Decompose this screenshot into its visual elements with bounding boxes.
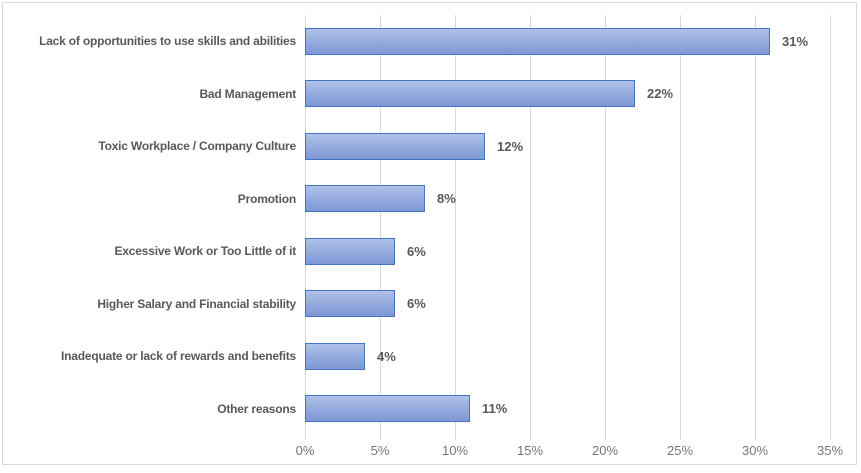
gridline <box>755 15 756 440</box>
category-label: Excessive Work or Too Little of it <box>114 244 297 259</box>
value-label: 22% <box>647 86 674 102</box>
gridline <box>380 15 381 440</box>
x-tick-label: 15% <box>516 443 544 458</box>
value-label: 6% <box>407 243 426 259</box>
value-label: 6% <box>407 296 426 312</box>
x-tick-label: 5% <box>370 443 390 458</box>
value-label: 11% <box>482 401 508 417</box>
gridline <box>680 15 681 440</box>
bar <box>305 342 365 370</box>
bar <box>305 185 425 213</box>
category-label: Inadequate or lack of rewards and benefi… <box>61 349 296 364</box>
category-label: Promotion <box>237 191 296 206</box>
x-tick-label: 30% <box>741 443 769 458</box>
value-label: 8% <box>437 191 456 207</box>
value-label: 4% <box>377 348 396 364</box>
category-label: Other reasons <box>217 401 296 416</box>
bar <box>305 237 395 265</box>
x-tick-label: 20% <box>591 443 619 458</box>
gridline <box>305 15 306 440</box>
value-label: 31% <box>782 33 809 49</box>
category-label: Higher Salary and Financial stability <box>97 296 296 311</box>
category-label: Bad Management <box>199 86 296 101</box>
x-tick-label: 10% <box>441 443 469 458</box>
x-tick-label: 25% <box>666 443 694 458</box>
gridline <box>605 15 606 440</box>
bar <box>305 395 470 423</box>
bar <box>305 27 770 55</box>
bar <box>305 80 635 108</box>
category-label: Toxic Workplace / Company Culture <box>98 139 296 154</box>
value-label: 12% <box>497 138 524 154</box>
bar <box>305 132 485 160</box>
category-label: Lack of opportunities to use skills and … <box>39 34 296 49</box>
bar <box>305 290 395 318</box>
gridline <box>830 15 831 440</box>
x-tick-label: 35% <box>816 443 844 458</box>
x-tick-label: 0% <box>295 443 315 458</box>
gridline <box>455 15 456 440</box>
gridline <box>530 15 531 440</box>
